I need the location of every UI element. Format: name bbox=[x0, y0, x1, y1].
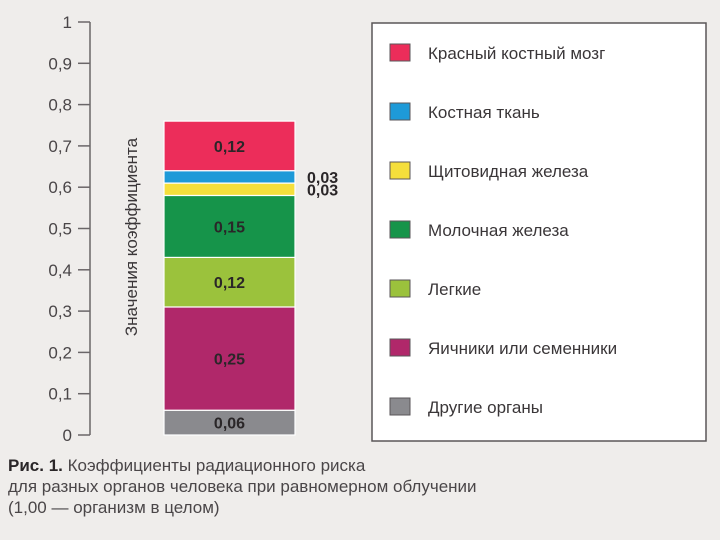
bar-segment-6 bbox=[163, 170, 296, 184]
stacked-bar: 0,06 0,25 0,12 0,15 0,030,03 0,12 bbox=[163, 120, 338, 436]
legend-label: Молочная железа bbox=[428, 221, 569, 240]
bar-segment-2 bbox=[163, 306, 296, 411]
stacked-bar-chart: 0 0,1 0,2 0,3 0,4 0,5 0,6 0,7 0,8 0,9 1 Значения ко… bbox=[48, 13, 707, 445]
y-tick-label: 0,5 bbox=[48, 220, 72, 239]
data-label-segment-5: 0,03 bbox=[307, 182, 338, 199]
y-tick-label: 0,1 bbox=[48, 385, 72, 404]
data-label-segment-1: 0,06 bbox=[214, 416, 245, 433]
legend-label: Яичники или семенники bbox=[428, 339, 617, 358]
legend-box bbox=[371, 22, 707, 442]
legend-label: Красный костный мозг bbox=[428, 44, 605, 63]
y-axis-title: Значения коэффициента bbox=[122, 137, 141, 336]
y-tick-label: 0,8 bbox=[48, 96, 72, 115]
y-tick-label: 0,2 bbox=[48, 343, 72, 362]
y-tick-label: 0,4 bbox=[48, 261, 72, 280]
legend-swatch bbox=[389, 43, 411, 62]
bar-segment-5 bbox=[163, 182, 296, 197]
y-tick-label: 0,6 bbox=[48, 178, 72, 197]
caption-line-1: Коэффициенты радиационного риска bbox=[62, 456, 366, 475]
y-tick-label: 0 bbox=[63, 426, 72, 445]
caption-prefix: Рис. 1. bbox=[8, 456, 63, 475]
legend-swatch bbox=[389, 279, 411, 298]
bar-segment-1 bbox=[163, 409, 296, 436]
y-axis: 0 0,1 0,2 0,3 0,4 0,5 0,6 0,7 0,8 0,9 1 Значения ко… bbox=[48, 13, 141, 445]
data-label-segment-4: 0,15 bbox=[214, 219, 245, 236]
bar-segment-7 bbox=[163, 120, 296, 172]
data-label-segment-6: 0,03 bbox=[307, 170, 338, 187]
y-tick-label: 0,9 bbox=[48, 54, 72, 73]
legend-swatch bbox=[389, 161, 411, 180]
y-tick-label: 0,7 bbox=[48, 137, 72, 156]
legend-label: Костная ткань bbox=[428, 103, 540, 122]
legend-swatch bbox=[389, 338, 411, 357]
legend-swatch bbox=[389, 397, 411, 416]
figure-caption: Рис. 1. Коэффициенты радиационного риска… bbox=[8, 455, 708, 518]
legend-swatch bbox=[389, 102, 411, 121]
data-label-segment-3: 0,12 bbox=[214, 275, 245, 292]
y-tick-label: 1 bbox=[63, 13, 72, 32]
legend: Красный костный мозг Костная ткань Щитовид… bbox=[371, 22, 707, 442]
caption-line-3: (1,00 — организм в целом) bbox=[8, 498, 220, 517]
legend-label: Другие органы bbox=[428, 398, 543, 417]
legend-swatch bbox=[389, 220, 411, 239]
caption-line-2: для разных органов человека при равномер… bbox=[8, 477, 477, 496]
legend-label: Легкие bbox=[428, 280, 481, 299]
data-label-segment-7: 0,12 bbox=[214, 139, 245, 156]
data-label-segment-2: 0,25 bbox=[214, 352, 245, 369]
legend-label: Щитовидная железа bbox=[428, 162, 589, 181]
y-tick-label: 0,3 bbox=[48, 302, 72, 321]
